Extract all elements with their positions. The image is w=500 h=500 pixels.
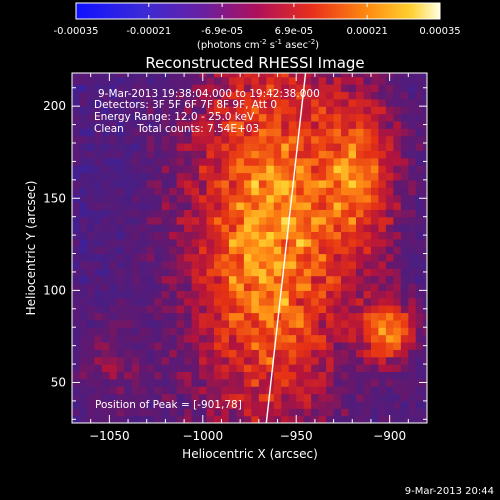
- y-tick-label: 200: [43, 99, 66, 113]
- colorbar-tick-label: 0.00021: [347, 26, 388, 37]
- x-tick-label: −1000: [182, 429, 223, 443]
- plot-frame: [71, 72, 428, 424]
- peak-position-label: Position of Peak = [-901,78]: [95, 399, 242, 411]
- y-tick-label: 100: [43, 283, 66, 297]
- x-tick-label: −950: [280, 429, 313, 443]
- y-tick-label: 50: [51, 375, 66, 389]
- colorbar-tick-label: 6.9e-05: [275, 26, 313, 37]
- colorbar-tick-label: -0.00035: [54, 26, 99, 37]
- y-axis-label: Heliocentric Y (arcsec): [24, 181, 38, 316]
- annotation-time: 9-Mar-2013 19:38:04.000 to 19:42:38.000: [98, 88, 320, 100]
- colorbar-unit: (photons cm-2 s-1 asec-2): [197, 38, 319, 51]
- x-tick-label: −1050: [89, 429, 130, 443]
- date-stamp: 9-Mar-2013 20:44: [405, 486, 494, 497]
- annotation-detectors: Detectors: 3F 5F 6F 7F 8F 9F, Att 0: [94, 99, 277, 111]
- x-tick-label: −900: [373, 429, 406, 443]
- axes: −1050 −1000 −950 −900 50 100 150 200: [43, 73, 428, 443]
- x-axis-label: Heliocentric X (arcsec): [182, 447, 318, 461]
- annotation-clean: Clean Total counts: 7.54E+03: [94, 123, 259, 135]
- annotation-energy: Energy Range: 12.0 - 25.0 keV: [94, 111, 255, 123]
- colorbar-tick-label: -6.9e-05: [201, 26, 243, 37]
- colorbar-tick-label: -0.00021: [126, 26, 171, 37]
- chart-title: Reconstructed RHESSI Image: [145, 54, 364, 72]
- colorbar: [75, 2, 441, 20]
- colorbar-tick-label: 0.00035: [419, 26, 460, 37]
- limb-line: [265, 73, 307, 423]
- heatmap-image: [72, 73, 427, 423]
- y-tick-label: 150: [43, 191, 66, 205]
- colorbar-ticks: -0.00035 -0.00021 -6.9e-05 6.9e-05 0.00021 0.…: [54, 3, 461, 37]
- annotation-block: 9-Mar-2013 19:38:04.000 to 19:42:38.000 …: [94, 88, 320, 135]
